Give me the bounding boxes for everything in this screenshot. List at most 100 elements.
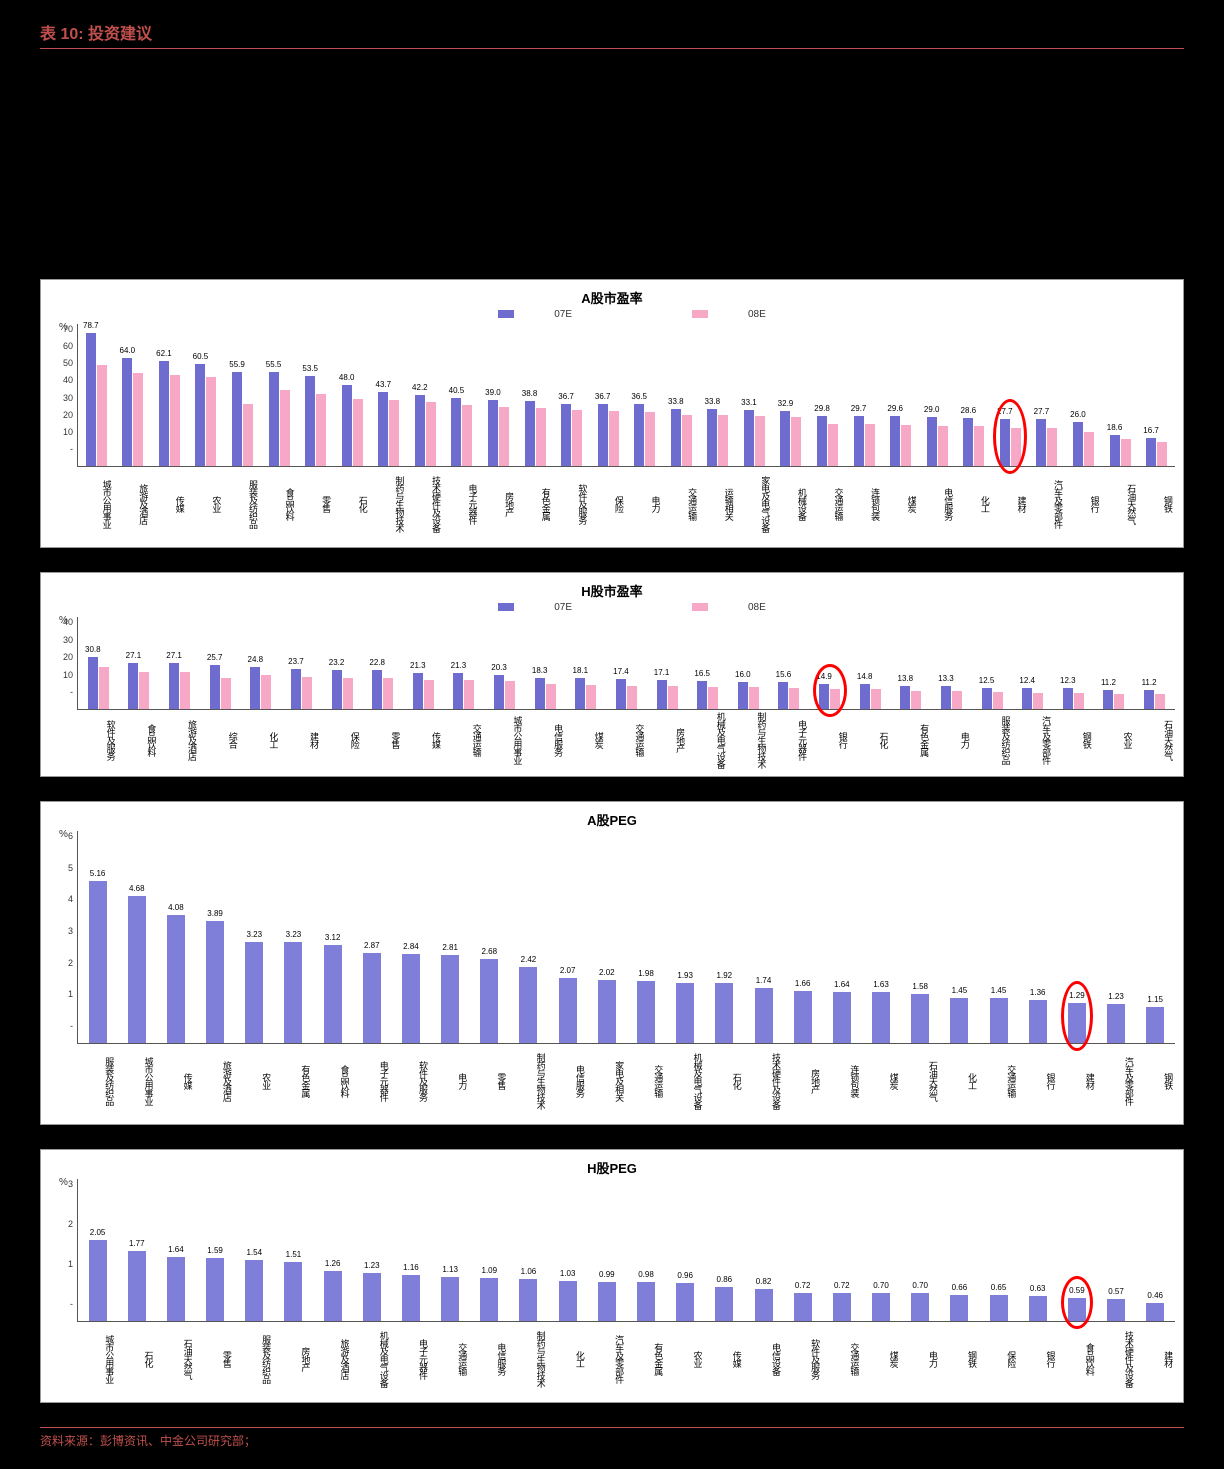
x-label: 银行 <box>1018 1322 1057 1394</box>
bar-group: 1.64 <box>822 992 861 1043</box>
bar-value-label: 4.08 <box>168 903 184 912</box>
bar: 3.23 <box>284 942 302 1043</box>
x-label: 交通运输 <box>979 1044 1018 1116</box>
x-label: 机械及电气设备 <box>687 710 728 768</box>
bar-group: 32.9 <box>773 411 810 466</box>
x-label: 钢铁 <box>1138 467 1175 539</box>
x-label: 传媒 <box>155 1044 194 1116</box>
bar-08e <box>133 373 143 466</box>
bar: 4.08 <box>167 915 185 1043</box>
bar-value-label: 55.9 <box>229 360 245 369</box>
bar-08e <box>424 680 434 709</box>
bar-value-label: 33.8 <box>668 397 684 406</box>
bar-group: 1.93 <box>666 983 705 1043</box>
bar: 2.84 <box>402 954 420 1043</box>
bar-group: 27.1 <box>159 663 200 709</box>
bar-group: 2.42 <box>509 967 548 1043</box>
plot-area: 5.164.684.083.893.233.233.122.872.842.81… <box>77 831 1175 1044</box>
bar-value-label: 22.8 <box>369 658 385 667</box>
bar-08e <box>749 687 759 709</box>
bar-group: 1.74 <box>744 988 783 1043</box>
bar-value-label: 0.98 <box>638 1270 654 1279</box>
x-label: 机械及电气设备 <box>352 1322 391 1394</box>
bar-value-label: 33.1 <box>741 398 757 407</box>
bar-group: 17.4 <box>606 679 647 709</box>
x-label: 制药与生物技术 <box>508 1322 547 1394</box>
bar-07e: 36.7 <box>598 404 608 466</box>
bar-group: 12.5 <box>972 688 1013 709</box>
bar-07e: 48.0 <box>342 385 352 466</box>
plot-area: 30.827.127.125.724.823.723.222.821.321.3… <box>77 617 1175 710</box>
bar-group: 3.23 <box>235 942 274 1043</box>
bar-value-label: 1.92 <box>717 971 733 980</box>
source-note: 资料来源：彭博资讯、中金公司研究部； <box>40 1427 1184 1449</box>
x-label: 汽车及零部件 <box>1028 467 1065 539</box>
bar-group: 16.0 <box>728 682 769 709</box>
x-label: 钢铁 <box>1053 710 1094 768</box>
bar-value-label: 17.4 <box>613 667 629 676</box>
bar-07e: 24.8 <box>250 667 260 709</box>
bar-value-label: 12.3 <box>1060 676 1076 685</box>
x-label: 旅游及酒店 <box>312 1322 351 1394</box>
bar-group: 0.98 <box>626 1282 665 1321</box>
x-label: 房地产 <box>273 1322 312 1394</box>
x-label: 钢铁 <box>940 1322 979 1394</box>
bar-group: 33.8 <box>700 409 737 466</box>
bar-07e: 21.3 <box>453 673 463 709</box>
bar-value-label: 1.54 <box>246 1248 262 1257</box>
bar-group: 1.77 <box>117 1251 156 1321</box>
x-label: 运输相关 <box>699 467 736 539</box>
bar-group: 0.96 <box>666 1283 705 1321</box>
bar-group: 55.5 <box>261 372 298 466</box>
x-label: 软件及服务 <box>391 1044 430 1116</box>
bar: 0.65 <box>990 1295 1008 1321</box>
x-label: 银行 <box>809 710 850 768</box>
x-label: 建材 <box>1057 1044 1096 1116</box>
bar-group: 16.5 <box>687 681 728 709</box>
bar-07e: 18.6 <box>1110 435 1120 466</box>
bar-value-label: 16.5 <box>694 669 710 678</box>
bar-group: 1.51 <box>274 1262 313 1321</box>
bar-group: 20.3 <box>484 675 525 710</box>
bar-07e: 11.2 <box>1144 690 1154 709</box>
bar: 1.16 <box>402 1275 420 1321</box>
bar-group: 55.9 <box>224 372 261 466</box>
bar-07e: 12.4 <box>1022 688 1032 709</box>
x-label: 软件及服务 <box>77 710 118 768</box>
x-label: 银行 <box>1065 467 1102 539</box>
x-label: 技术硬件及设备 <box>744 1044 783 1116</box>
bar-group: 1.54 <box>235 1260 274 1321</box>
bar-value-label: 0.86 <box>717 1275 733 1284</box>
plot-area: 2.051.771.641.591.541.511.261.231.161.13… <box>77 1179 1175 1322</box>
bar-08e <box>791 417 801 466</box>
bar-value-label: 1.26 <box>325 1259 341 1268</box>
x-label: 有色金属 <box>273 1044 312 1116</box>
bar-group: 27.7 <box>1029 419 1066 466</box>
bar-group: 0.57 <box>1096 1299 1135 1321</box>
x-label: 城市公用事业 <box>116 1044 155 1116</box>
bar: 1.58 <box>911 994 929 1044</box>
bar-07e: 14.9 <box>819 684 829 709</box>
bar: 1.23 <box>363 1273 381 1321</box>
bar-08e <box>1114 694 1124 709</box>
x-label: 电信服务 <box>469 1322 508 1394</box>
bar-group: 12.3 <box>1053 688 1094 709</box>
bar-group: 1.58 <box>901 994 940 1044</box>
bar-value-label: 0.59 <box>1069 1286 1085 1295</box>
bar-07e: 16.0 <box>738 682 748 709</box>
x-label: 零售 <box>362 710 403 768</box>
bar: 1.64 <box>833 992 851 1043</box>
bar-07e: 27.1 <box>169 663 179 709</box>
bar-group: 26.0 <box>1065 422 1102 466</box>
bar-group: 1.03 <box>548 1281 587 1322</box>
bar: 1.54 <box>245 1260 263 1321</box>
bar-07e: 22.8 <box>372 670 382 709</box>
x-label: 服装及纺织品 <box>972 710 1013 768</box>
bar-08e <box>353 399 363 466</box>
bar-07e: 16.7 <box>1146 438 1156 466</box>
bar-08e <box>261 675 271 709</box>
bar: 2.05 <box>89 1240 107 1321</box>
chart-area: %654321-5.164.684.083.893.233.233.122.87… <box>49 831 1175 1044</box>
bar-value-label: 2.68 <box>482 947 498 956</box>
bar-value-label: 1.64 <box>168 1245 184 1254</box>
